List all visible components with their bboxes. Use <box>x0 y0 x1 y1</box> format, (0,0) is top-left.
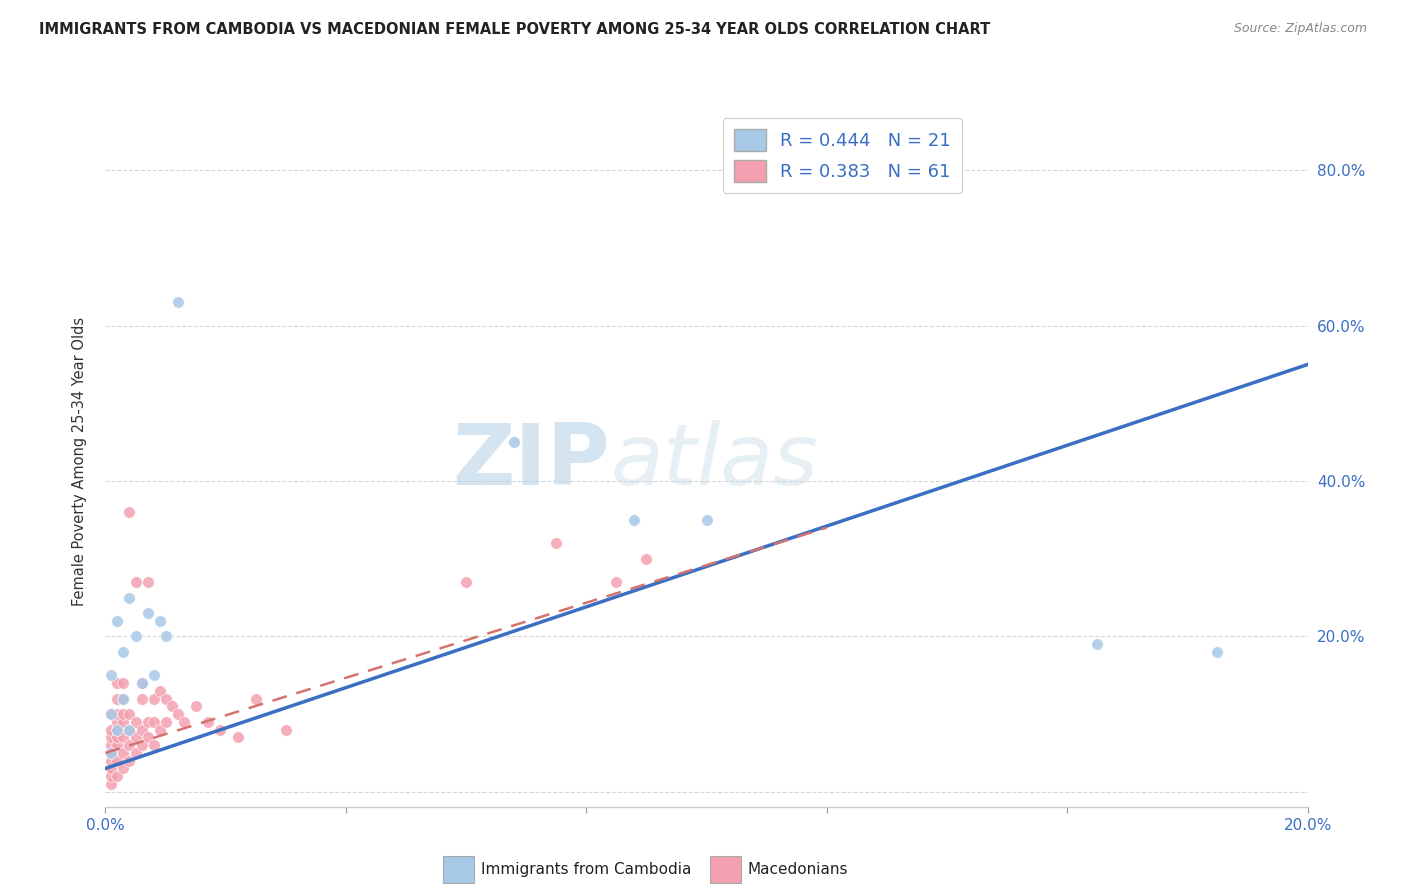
Legend: R = 0.444   N = 21, R = 0.383   N = 61: R = 0.444 N = 21, R = 0.383 N = 61 <box>723 118 962 193</box>
Text: Macedonians: Macedonians <box>748 863 848 877</box>
Point <box>155 691 177 706</box>
Point <box>124 746 146 760</box>
Point <box>107 754 129 768</box>
Point <box>166 707 188 722</box>
Point <box>136 714 159 729</box>
Point <box>107 723 129 737</box>
Point <box>100 769 122 783</box>
Point <box>226 731 249 745</box>
Text: atlas: atlas <box>610 420 818 503</box>
Point <box>160 699 183 714</box>
Point <box>112 707 135 722</box>
Point <box>166 295 188 310</box>
Point <box>503 435 526 450</box>
Point <box>173 714 195 729</box>
Point <box>100 707 122 722</box>
Point <box>1085 637 1108 651</box>
Point <box>100 746 122 760</box>
Y-axis label: Female Poverty Among 25-34 Year Olds: Female Poverty Among 25-34 Year Olds <box>72 317 87 607</box>
Point <box>100 738 122 752</box>
Point <box>118 723 141 737</box>
Point <box>124 574 146 589</box>
Point <box>100 668 122 682</box>
Point <box>112 731 135 745</box>
Point <box>100 761 122 775</box>
Point <box>107 723 129 737</box>
Point <box>636 551 658 566</box>
Text: Immigrants from Cambodia: Immigrants from Cambodia <box>481 863 692 877</box>
Point <box>142 691 165 706</box>
Point <box>112 746 135 760</box>
Point <box>118 505 141 519</box>
Point <box>107 707 129 722</box>
Point <box>142 668 165 682</box>
Point <box>136 606 159 620</box>
Point <box>118 754 141 768</box>
Point <box>112 714 135 729</box>
Point <box>131 676 153 690</box>
Point <box>118 707 141 722</box>
Point <box>136 731 159 745</box>
Point <box>136 574 159 589</box>
Point <box>131 676 153 690</box>
Point <box>184 699 207 714</box>
Point <box>155 714 177 729</box>
Point <box>107 738 129 752</box>
Point <box>112 691 135 706</box>
Point <box>623 513 645 527</box>
Point <box>454 574 477 589</box>
Point <box>107 769 129 783</box>
Point <box>124 714 146 729</box>
Point <box>107 714 129 729</box>
Point <box>245 691 267 706</box>
Point <box>100 731 122 745</box>
Point <box>112 761 135 775</box>
Point <box>546 536 568 550</box>
Point <box>107 676 129 690</box>
Point <box>100 746 122 760</box>
Point <box>208 723 231 737</box>
Point <box>118 738 141 752</box>
Point <box>107 691 129 706</box>
Point <box>142 738 165 752</box>
Point <box>100 777 122 791</box>
Point <box>107 731 129 745</box>
Point <box>131 691 153 706</box>
Point <box>112 676 135 690</box>
Point <box>131 738 153 752</box>
Point <box>155 629 177 643</box>
Text: Source: ZipAtlas.com: Source: ZipAtlas.com <box>1233 22 1367 36</box>
Text: IMMIGRANTS FROM CAMBODIA VS MACEDONIAN FEMALE POVERTY AMONG 25-34 YEAR OLDS CORR: IMMIGRANTS FROM CAMBODIA VS MACEDONIAN F… <box>39 22 991 37</box>
Text: ZIP: ZIP <box>453 420 610 503</box>
Point <box>696 513 718 527</box>
Point <box>107 614 129 628</box>
Point <box>131 723 153 737</box>
Point <box>100 723 122 737</box>
Point <box>118 723 141 737</box>
Point <box>142 714 165 729</box>
Point <box>124 731 146 745</box>
Point <box>118 591 141 605</box>
Point <box>274 723 297 737</box>
Point <box>148 683 170 698</box>
Point <box>100 754 122 768</box>
Point <box>112 645 135 659</box>
Point <box>100 707 122 722</box>
Point <box>124 629 146 643</box>
Point <box>1206 645 1229 659</box>
Point <box>605 574 627 589</box>
Point <box>197 714 219 729</box>
Point <box>148 614 170 628</box>
Point <box>148 723 170 737</box>
Point <box>112 691 135 706</box>
